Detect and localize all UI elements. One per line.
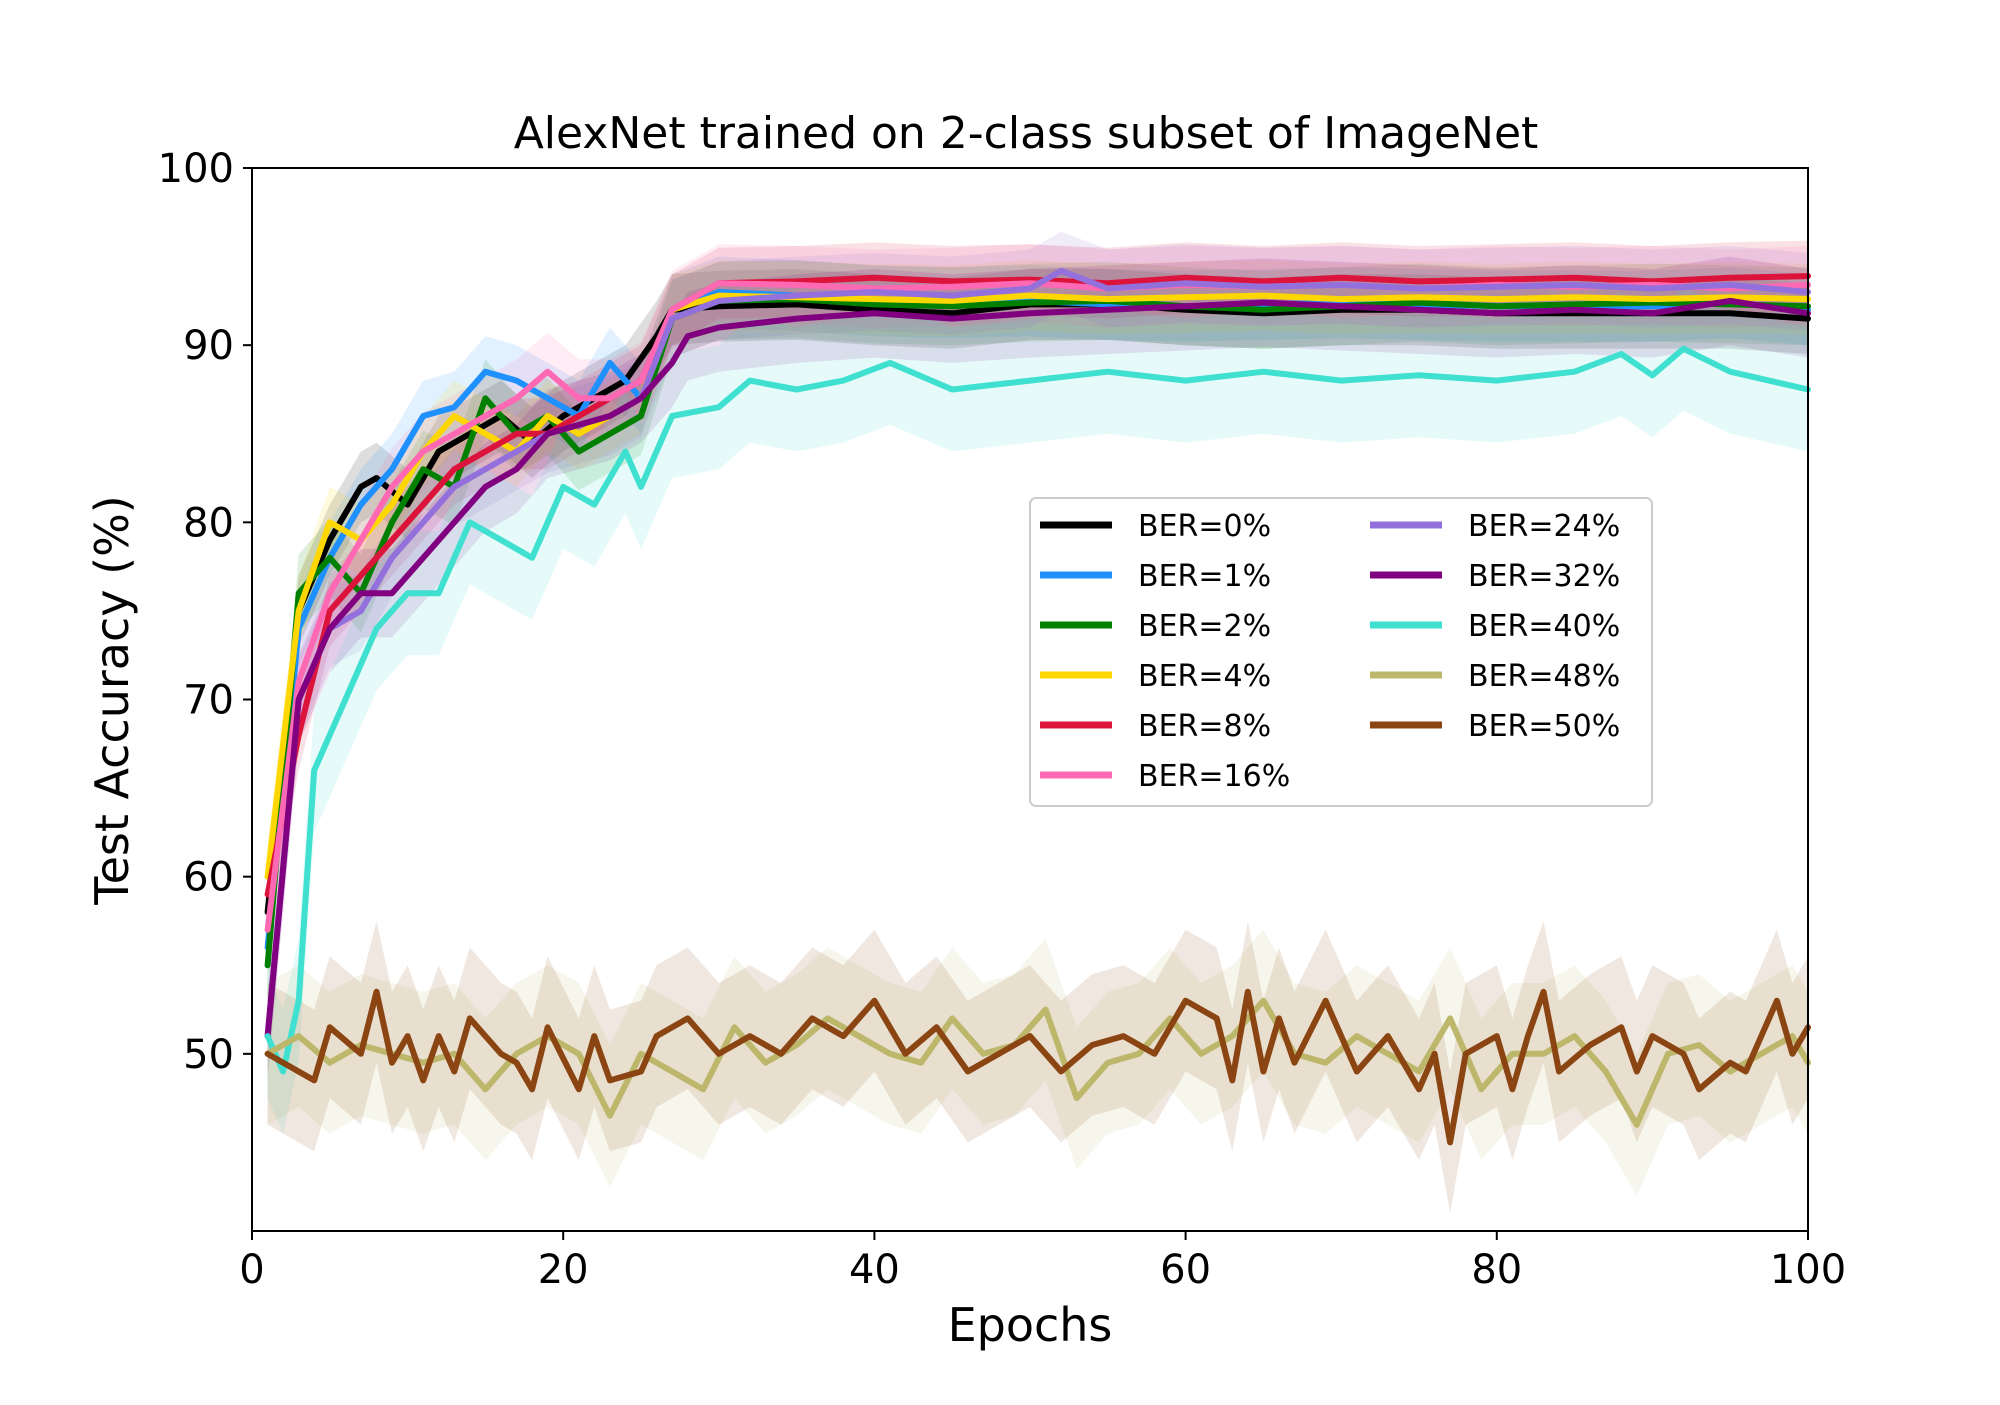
legend-label-ber-1: BER=1% (1138, 559, 1271, 594)
y-tick-label: 80 (183, 500, 234, 546)
series-line-ber-50 (264, 988, 1811, 1146)
legend-label-ber-48: BER=48% (1468, 659, 1620, 694)
y-tick-label: 90 (183, 323, 234, 369)
x-tick-label: 40 (849, 1247, 900, 1293)
series-line-ber-40 (264, 345, 1811, 1075)
legend-label-ber-4: BER=4% (1138, 659, 1271, 694)
band-ber-50 (267, 921, 1809, 1214)
x-tick-label: 100 (1770, 1247, 1846, 1293)
y-axis-label: Test Accuracy (%) (85, 495, 139, 905)
band-ber-1 (267, 256, 1809, 984)
series-lines (264, 267, 1811, 1146)
x-tick-label: 0 (239, 1247, 264, 1293)
band-ber-40 (267, 286, 1809, 1134)
y-axis-ticks: 50 60 70 80 90 100 (158, 146, 252, 1078)
y-tick-label: 60 (183, 855, 234, 901)
band-ber-16 (267, 244, 1809, 969)
legend-label-ber-16: BER=16% (1138, 759, 1290, 794)
y-tick-label: 70 (183, 678, 234, 724)
legend-label-ber-8: BER=8% (1138, 709, 1271, 744)
legend-label-ber-24: BER=24% (1468, 509, 1620, 544)
series-line-ber-48 (264, 997, 1811, 1128)
band-ber-48 (267, 929, 1809, 1196)
y-tick-label: 50 (183, 1032, 234, 1078)
y-tick-label: 100 (158, 146, 234, 192)
band-ber-32 (267, 256, 1809, 1081)
series-line-ber-24 (264, 267, 1811, 1040)
band-ber-2 (267, 260, 1809, 1005)
x-axis-label: Epochs (948, 1298, 1113, 1352)
series-line-ber-32 (264, 297, 1811, 1040)
band-ber-4 (267, 260, 1809, 913)
legend: BER=0% BER=1% BER=2% BER=4% BER=8% BER=16% BER… (1029, 497, 1653, 807)
legend-label-ber-32: BER=32% (1468, 559, 1620, 594)
x-tick-label: 20 (538, 1247, 589, 1293)
chart-title: AlexNet trained on 2-class subset of Ima… (514, 108, 1539, 159)
band-ber-8 (267, 240, 1809, 930)
series-line-ber-4 (264, 292, 1811, 880)
legend-label-ber-2: BER=2% (1138, 609, 1271, 644)
x-tick-label: 80 (1471, 1247, 1522, 1293)
legend-label-ber-40: BER=40% (1468, 609, 1620, 644)
legend-label-ber-0: BER=0% (1138, 509, 1271, 544)
legend-label-ber-50: BER=50% (1468, 709, 1620, 744)
x-tick-label: 60 (1160, 1247, 1211, 1293)
band-ber-0 (267, 269, 1809, 948)
x-axis-ticks: 0 20 40 60 80 100 (239, 1231, 1846, 1293)
legend-frame (1029, 497, 1653, 807)
